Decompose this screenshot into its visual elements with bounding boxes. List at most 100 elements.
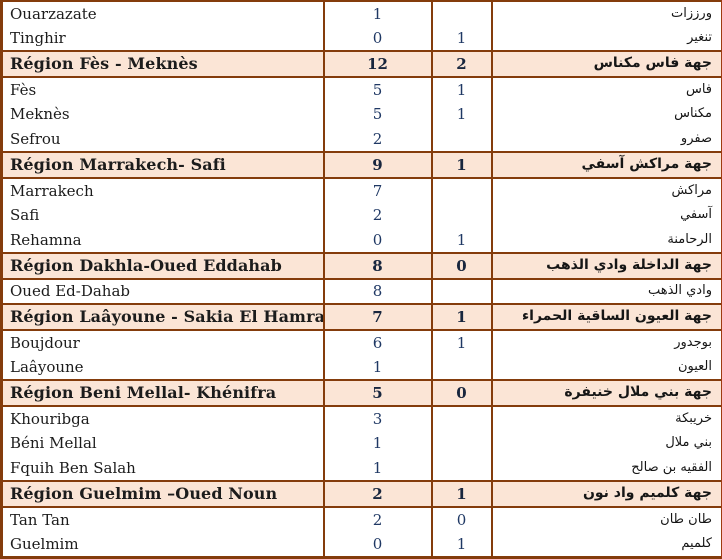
count-secondary-cell (432, 456, 492, 481)
name-ar-cell: جهة مراكش آسفي (492, 152, 722, 178)
name-ar-cell: وادي الذهب (492, 279, 722, 304)
name-fr-cell: Tinghir (2, 26, 324, 51)
name-fr-cell: Béni Mellal (2, 431, 324, 456)
name-ar-cell: مكناس (492, 102, 722, 127)
count-primary-cell: 8 (324, 279, 432, 304)
name-ar-cell: تنغير (492, 26, 722, 51)
count-secondary-cell: 1 (432, 228, 492, 253)
name-fr-cell: Khouribga (2, 406, 324, 431)
name-ar-cell: بوجدور (492, 330, 722, 355)
count-secondary-cell (432, 279, 492, 304)
count-primary-cell: 5 (324, 380, 432, 406)
count-secondary-cell: 1 (432, 77, 492, 102)
count-primary-cell: 12 (324, 51, 432, 77)
count-primary-cell: 7 (324, 304, 432, 330)
count-primary-cell: 7 (324, 178, 432, 203)
name-ar-cell: جهة كلميم واد نون (492, 481, 722, 507)
count-primary-cell: 1 (324, 456, 432, 481)
name-fr-cell: Région Beni Mellal- Khénifra (2, 380, 324, 406)
name-ar-cell: جهة الداخلة وادي الذهب (492, 253, 722, 279)
count-secondary-cell (432, 431, 492, 456)
name-fr-cell: Safi (2, 203, 324, 228)
count-primary-cell: 0 (324, 26, 432, 51)
count-primary-cell: 0 (324, 228, 432, 253)
name-ar-cell: فاس (492, 77, 722, 102)
name-fr-cell: Marrakech (2, 178, 324, 203)
count-secondary-cell: 2 (432, 51, 492, 77)
count-secondary-cell: 1 (432, 102, 492, 127)
name-fr-cell: Fquih Ben Salah (2, 456, 324, 481)
name-ar-cell: جهة فاس مكناس (492, 51, 722, 77)
count-primary-cell: 9 (324, 152, 432, 178)
count-primary-cell: 1 (324, 1, 432, 26)
count-secondary-cell (432, 406, 492, 431)
count-primary-cell: 2 (324, 127, 432, 152)
name-fr-cell: Fès (2, 77, 324, 102)
count-primary-cell: 2 (324, 203, 432, 228)
name-fr-cell: Région Laâyoune - Sakia El Hamra (2, 304, 324, 330)
name-fr-cell: Région Guelmim –Oued Noun (2, 481, 324, 507)
count-secondary-cell: 1 (432, 481, 492, 507)
name-fr-cell: Oued Ed-Dahab (2, 279, 324, 304)
name-fr-cell: Région Dakhla-Oued Eddahab (2, 253, 324, 279)
name-ar-cell: ورززات (492, 1, 722, 26)
name-ar-cell: مراكش (492, 178, 722, 203)
name-ar-cell: صفرو (492, 127, 722, 152)
name-ar-cell: الفقيه بن صالح (492, 456, 722, 481)
count-primary-cell: 0 (324, 532, 432, 557)
count-secondary-cell: 0 (432, 253, 492, 279)
count-primary-cell: 2 (324, 507, 432, 532)
name-ar-cell: الرحامنة (492, 228, 722, 253)
count-primary-cell: 2 (324, 481, 432, 507)
name-fr-cell: Boujdour (2, 330, 324, 355)
name-ar-cell: آسفي (492, 203, 722, 228)
count-primary-cell: 5 (324, 102, 432, 127)
name-fr-cell: Meknès (2, 102, 324, 127)
name-ar-cell: جهة العيون الساقية الحمراء (492, 304, 722, 330)
count-secondary-cell: 1 (432, 330, 492, 355)
count-secondary-cell: 0 (432, 507, 492, 532)
name-ar-cell: كلميم (492, 532, 722, 557)
name-fr-cell: Laâyoune (2, 355, 324, 380)
name-fr-cell: Tan Tan (2, 507, 324, 532)
count-primary-cell: 1 (324, 355, 432, 380)
count-primary-cell: 6 (324, 330, 432, 355)
name-fr-cell: Guelmim (2, 532, 324, 557)
name-ar-cell: خريبكة (492, 406, 722, 431)
count-secondary-cell (432, 127, 492, 152)
count-secondary-cell (432, 178, 492, 203)
name-fr-cell: Région Marrakech- Safi (2, 152, 324, 178)
name-ar-cell: جهة بني ملال خنيفرة (492, 380, 722, 406)
name-ar-cell: طان طان (492, 507, 722, 532)
name-ar-cell: العيون (492, 355, 722, 380)
count-secondary-cell: 1 (432, 26, 492, 51)
name-fr-cell: Ouarzazate (2, 1, 324, 26)
name-fr-cell: Région Fès - Meknès (2, 51, 324, 77)
name-fr-cell: Sefrou (2, 127, 324, 152)
count-secondary-cell: 0 (432, 380, 492, 406)
count-primary-cell: 1 (324, 431, 432, 456)
